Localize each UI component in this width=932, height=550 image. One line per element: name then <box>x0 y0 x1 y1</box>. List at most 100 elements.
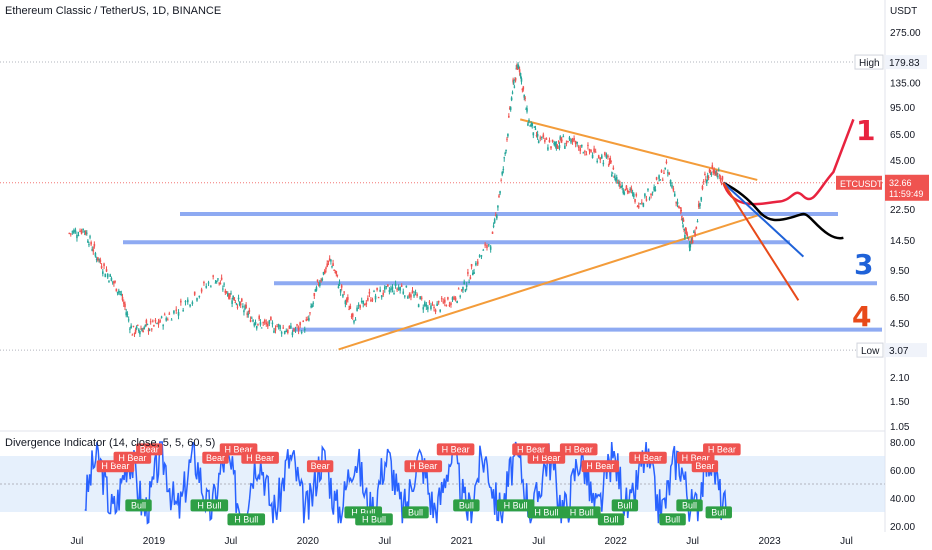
candle-body <box>637 205 640 208</box>
candle-body <box>310 306 312 308</box>
candle-body <box>122 302 125 304</box>
candle-body <box>252 319 254 322</box>
signal-label: Bull <box>131 500 146 510</box>
candle-body <box>454 297 457 301</box>
candle-body <box>618 182 620 184</box>
candle-body <box>683 228 686 230</box>
candle-body <box>146 323 149 325</box>
candle-body <box>672 188 675 191</box>
candle-body <box>223 283 225 285</box>
signal-tag <box>227 513 266 526</box>
price-axis-tick: 135.00 <box>890 78 921 89</box>
candle-body <box>212 275 214 277</box>
candle-body <box>573 137 575 141</box>
signal-label: Bull <box>665 514 680 524</box>
signal-label: H Bull <box>504 500 528 510</box>
candle-body <box>511 92 514 94</box>
candle-body <box>411 290 414 293</box>
candle-body <box>451 297 454 300</box>
candle-body <box>334 271 337 273</box>
candle-body <box>610 160 612 163</box>
indicator-title[interactable]: Divergence Indicator (14, close, 5, 5, 6… <box>5 437 216 449</box>
support-levels[interactable] <box>123 212 882 332</box>
candle-body <box>231 300 233 304</box>
candle-body <box>570 139 572 143</box>
candle-body <box>686 233 689 237</box>
rsi-line <box>84 441 727 525</box>
candle-body <box>628 191 630 193</box>
scenario-label: 1 <box>856 114 875 147</box>
projection-paths[interactable] <box>722 118 855 301</box>
signal-label: Bear <box>140 444 159 454</box>
candle-body <box>357 304 360 306</box>
candle-body <box>445 305 448 307</box>
signal-tag <box>703 443 741 456</box>
candle-body <box>502 168 505 170</box>
candle-body <box>249 319 252 322</box>
price-axis-tick: 65.00 <box>890 130 915 141</box>
candle-body <box>175 309 178 311</box>
signal-tag <box>676 499 703 512</box>
candle-body <box>168 313 171 315</box>
candle-body <box>590 150 592 152</box>
scenario-label: 4 <box>852 300 871 333</box>
candle-body <box>243 310 245 313</box>
candle-body <box>539 137 542 139</box>
candle-body <box>254 321 257 325</box>
candle-body <box>228 295 230 299</box>
candle-body <box>433 307 435 309</box>
candle-body <box>152 320 154 322</box>
candle-body <box>518 69 521 73</box>
candle-body <box>92 249 95 252</box>
candle-body <box>247 313 250 316</box>
candle-body <box>716 172 718 175</box>
trendlines[interactable] <box>338 118 763 351</box>
candle-body <box>383 286 386 290</box>
candle-body <box>520 78 523 82</box>
candle-body <box>343 291 345 293</box>
price-axis-tick: 4.50 <box>890 319 910 330</box>
candle-body <box>393 293 395 295</box>
candle-body <box>486 244 488 249</box>
candle-body <box>397 287 400 290</box>
candle-body <box>599 157 602 160</box>
candle-body <box>109 274 112 277</box>
candle-body <box>141 329 143 332</box>
symbol-label: ETCUSDT <box>840 179 883 189</box>
price-axis-tick: 22.50 <box>890 205 915 216</box>
axes[interactable]: USDT275.00185.00135.0095.0065.0045.0022.… <box>71 6 921 547</box>
candle-body <box>641 202 643 204</box>
candle-body <box>568 137 571 140</box>
candle-body <box>316 279 319 282</box>
candle-body <box>507 133 509 137</box>
candle-body <box>87 240 89 243</box>
candle-body <box>229 293 231 297</box>
chart-title[interactable]: Ethereum Classic / TetherUS, 1D, BINANCE <box>5 5 222 17</box>
candle-body <box>560 139 563 142</box>
candle-body <box>280 332 283 334</box>
candle-body <box>536 134 539 137</box>
candle-body <box>259 322 262 325</box>
candle-body <box>114 281 116 283</box>
candle-body <box>68 232 71 234</box>
candle-body <box>514 77 517 81</box>
candle-body <box>630 188 633 191</box>
candle-body <box>626 190 629 193</box>
candle-body <box>305 319 308 321</box>
candle-body <box>157 321 160 325</box>
candle-body <box>91 248 93 251</box>
candle-body <box>100 266 103 269</box>
signal-label: Bear <box>206 453 225 463</box>
signal-label: H Bear <box>246 453 274 463</box>
candle-body <box>242 305 244 308</box>
time-axis-tick: 2023 <box>758 536 781 547</box>
candle-body <box>709 170 712 174</box>
candle-body <box>83 230 86 232</box>
candle-body <box>333 270 335 272</box>
candle-body <box>532 132 535 136</box>
candle-body <box>657 183 659 185</box>
candle-body <box>685 231 688 233</box>
candle-body <box>582 152 585 154</box>
candle-body <box>480 255 483 257</box>
